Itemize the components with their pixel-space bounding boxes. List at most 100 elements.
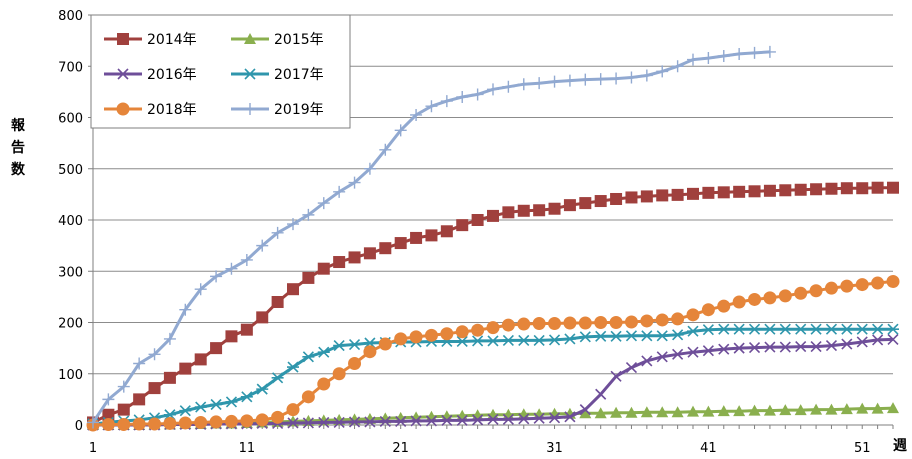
- series-3-point: [179, 405, 192, 417]
- series-3-point: [317, 346, 330, 358]
- series-3-point: [456, 335, 469, 348]
- x-tick-label-21: 21: [392, 441, 409, 456]
- series-2-point: [379, 415, 391, 427]
- legend-item-1: 2015年: [231, 32, 324, 48]
- series-5-point: [687, 53, 699, 66]
- series-2-point: [595, 388, 607, 400]
- x-tick-label-41: 41: [700, 441, 717, 456]
- series-5-point: [194, 283, 207, 296]
- series-0-point: [471, 214, 484, 226]
- series-0-point: [487, 209, 499, 222]
- series-2-point: [564, 411, 576, 423]
- series-1-point: [440, 410, 453, 422]
- series-4-point: [501, 318, 515, 332]
- legend-label: 2015年: [274, 32, 324, 48]
- series-4-point: [394, 332, 408, 346]
- series-2-point: [287, 417, 299, 429]
- series-3-point: [579, 331, 592, 343]
- legend-item-2: 2016年: [104, 67, 197, 83]
- series-2-point: [748, 342, 761, 354]
- series-3-point: [517, 334, 530, 347]
- series-4-point: [532, 317, 546, 331]
- series-2-point: [441, 414, 453, 426]
- series-2-point: [672, 348, 684, 360]
- y-axis-title: 報告数: [11, 117, 26, 178]
- series-2-point: [533, 412, 545, 424]
- series-2-point: [348, 416, 361, 428]
- series-3-point: [656, 330, 669, 342]
- series-0-point: [163, 371, 176, 384]
- y-tick-label-600: 600: [58, 112, 83, 127]
- series-0-point: [133, 393, 146, 406]
- series-0-point: [856, 182, 869, 195]
- series-0-point: [579, 197, 592, 210]
- series-4-point: [348, 357, 362, 370]
- legend-swatch-marker: [244, 33, 256, 44]
- series-0-point: [425, 229, 438, 242]
- series-1-point: [640, 406, 653, 418]
- series-4-point: [594, 316, 608, 329]
- x-tick-label-31: 31: [546, 441, 563, 456]
- y-tick-label-300: 300: [58, 265, 83, 280]
- series-0-point: [317, 262, 330, 275]
- series-3-point: [825, 323, 838, 335]
- series-0-point: [179, 362, 192, 375]
- series-0-point: [533, 204, 546, 217]
- x-tick-labels: 1 11 21 31 41 51: [89, 441, 871, 456]
- series-5-point: [317, 197, 330, 210]
- series-5-point: [733, 47, 746, 60]
- series-2-point: [364, 416, 376, 428]
- series-5-point: [133, 357, 146, 370]
- series-5-point: [671, 60, 684, 73]
- series-4-point: [455, 325, 469, 339]
- series-5-point: [302, 208, 315, 221]
- series-3-point: [702, 324, 715, 336]
- series-5-point: [702, 52, 715, 65]
- series-0-point: [810, 183, 823, 196]
- y-tick-label-0: 0: [75, 419, 83, 434]
- series-5-point: [179, 303, 192, 316]
- series-4-point: [286, 403, 300, 417]
- series-5-point: [287, 218, 299, 231]
- series-0-point: [656, 189, 669, 202]
- series-4-point: [717, 299, 731, 313]
- series-0-point: [887, 181, 899, 194]
- legend-label: 2018年: [147, 102, 197, 118]
- series-5-point: [610, 72, 623, 85]
- series-3-point: [563, 333, 576, 345]
- series-2-point: [395, 415, 407, 427]
- series-5-point: [271, 226, 284, 239]
- legend-item-3: 2017年: [231, 67, 324, 83]
- series-5-point: [163, 332, 176, 345]
- series-1-point: [687, 405, 699, 417]
- series-4-point: [240, 414, 254, 428]
- series-4-point: [778, 289, 792, 303]
- series-2-point: [610, 370, 622, 382]
- series-5-point: [640, 69, 653, 82]
- series-4-point: [578, 316, 592, 330]
- series-4-point: [686, 308, 700, 322]
- series-0-point: [210, 342, 223, 355]
- series-4-point: [409, 330, 423, 344]
- series-2-point: [810, 341, 822, 353]
- series-4-point: [655, 313, 669, 327]
- series-2-point: [687, 346, 699, 358]
- series-0-point: [394, 237, 407, 250]
- series-4-point: [471, 323, 485, 337]
- series-0-point: [410, 231, 423, 244]
- series-0: [87, 181, 899, 429]
- series-3-point: [887, 323, 899, 335]
- series-0-point: [825, 182, 838, 195]
- series-1-point: [794, 404, 807, 416]
- series-0-point: [287, 283, 299, 296]
- series-5-point: [471, 88, 484, 101]
- series-2-point: [872, 334, 884, 346]
- series-4-point: [301, 390, 315, 404]
- series-4-point: [163, 416, 177, 430]
- series-0-point: [194, 353, 207, 366]
- series-5-point: [456, 91, 469, 103]
- series-2-point: [656, 351, 668, 363]
- series-5-point: [763, 45, 776, 58]
- series-4-point: [424, 328, 438, 342]
- series-5-point: [117, 380, 130, 393]
